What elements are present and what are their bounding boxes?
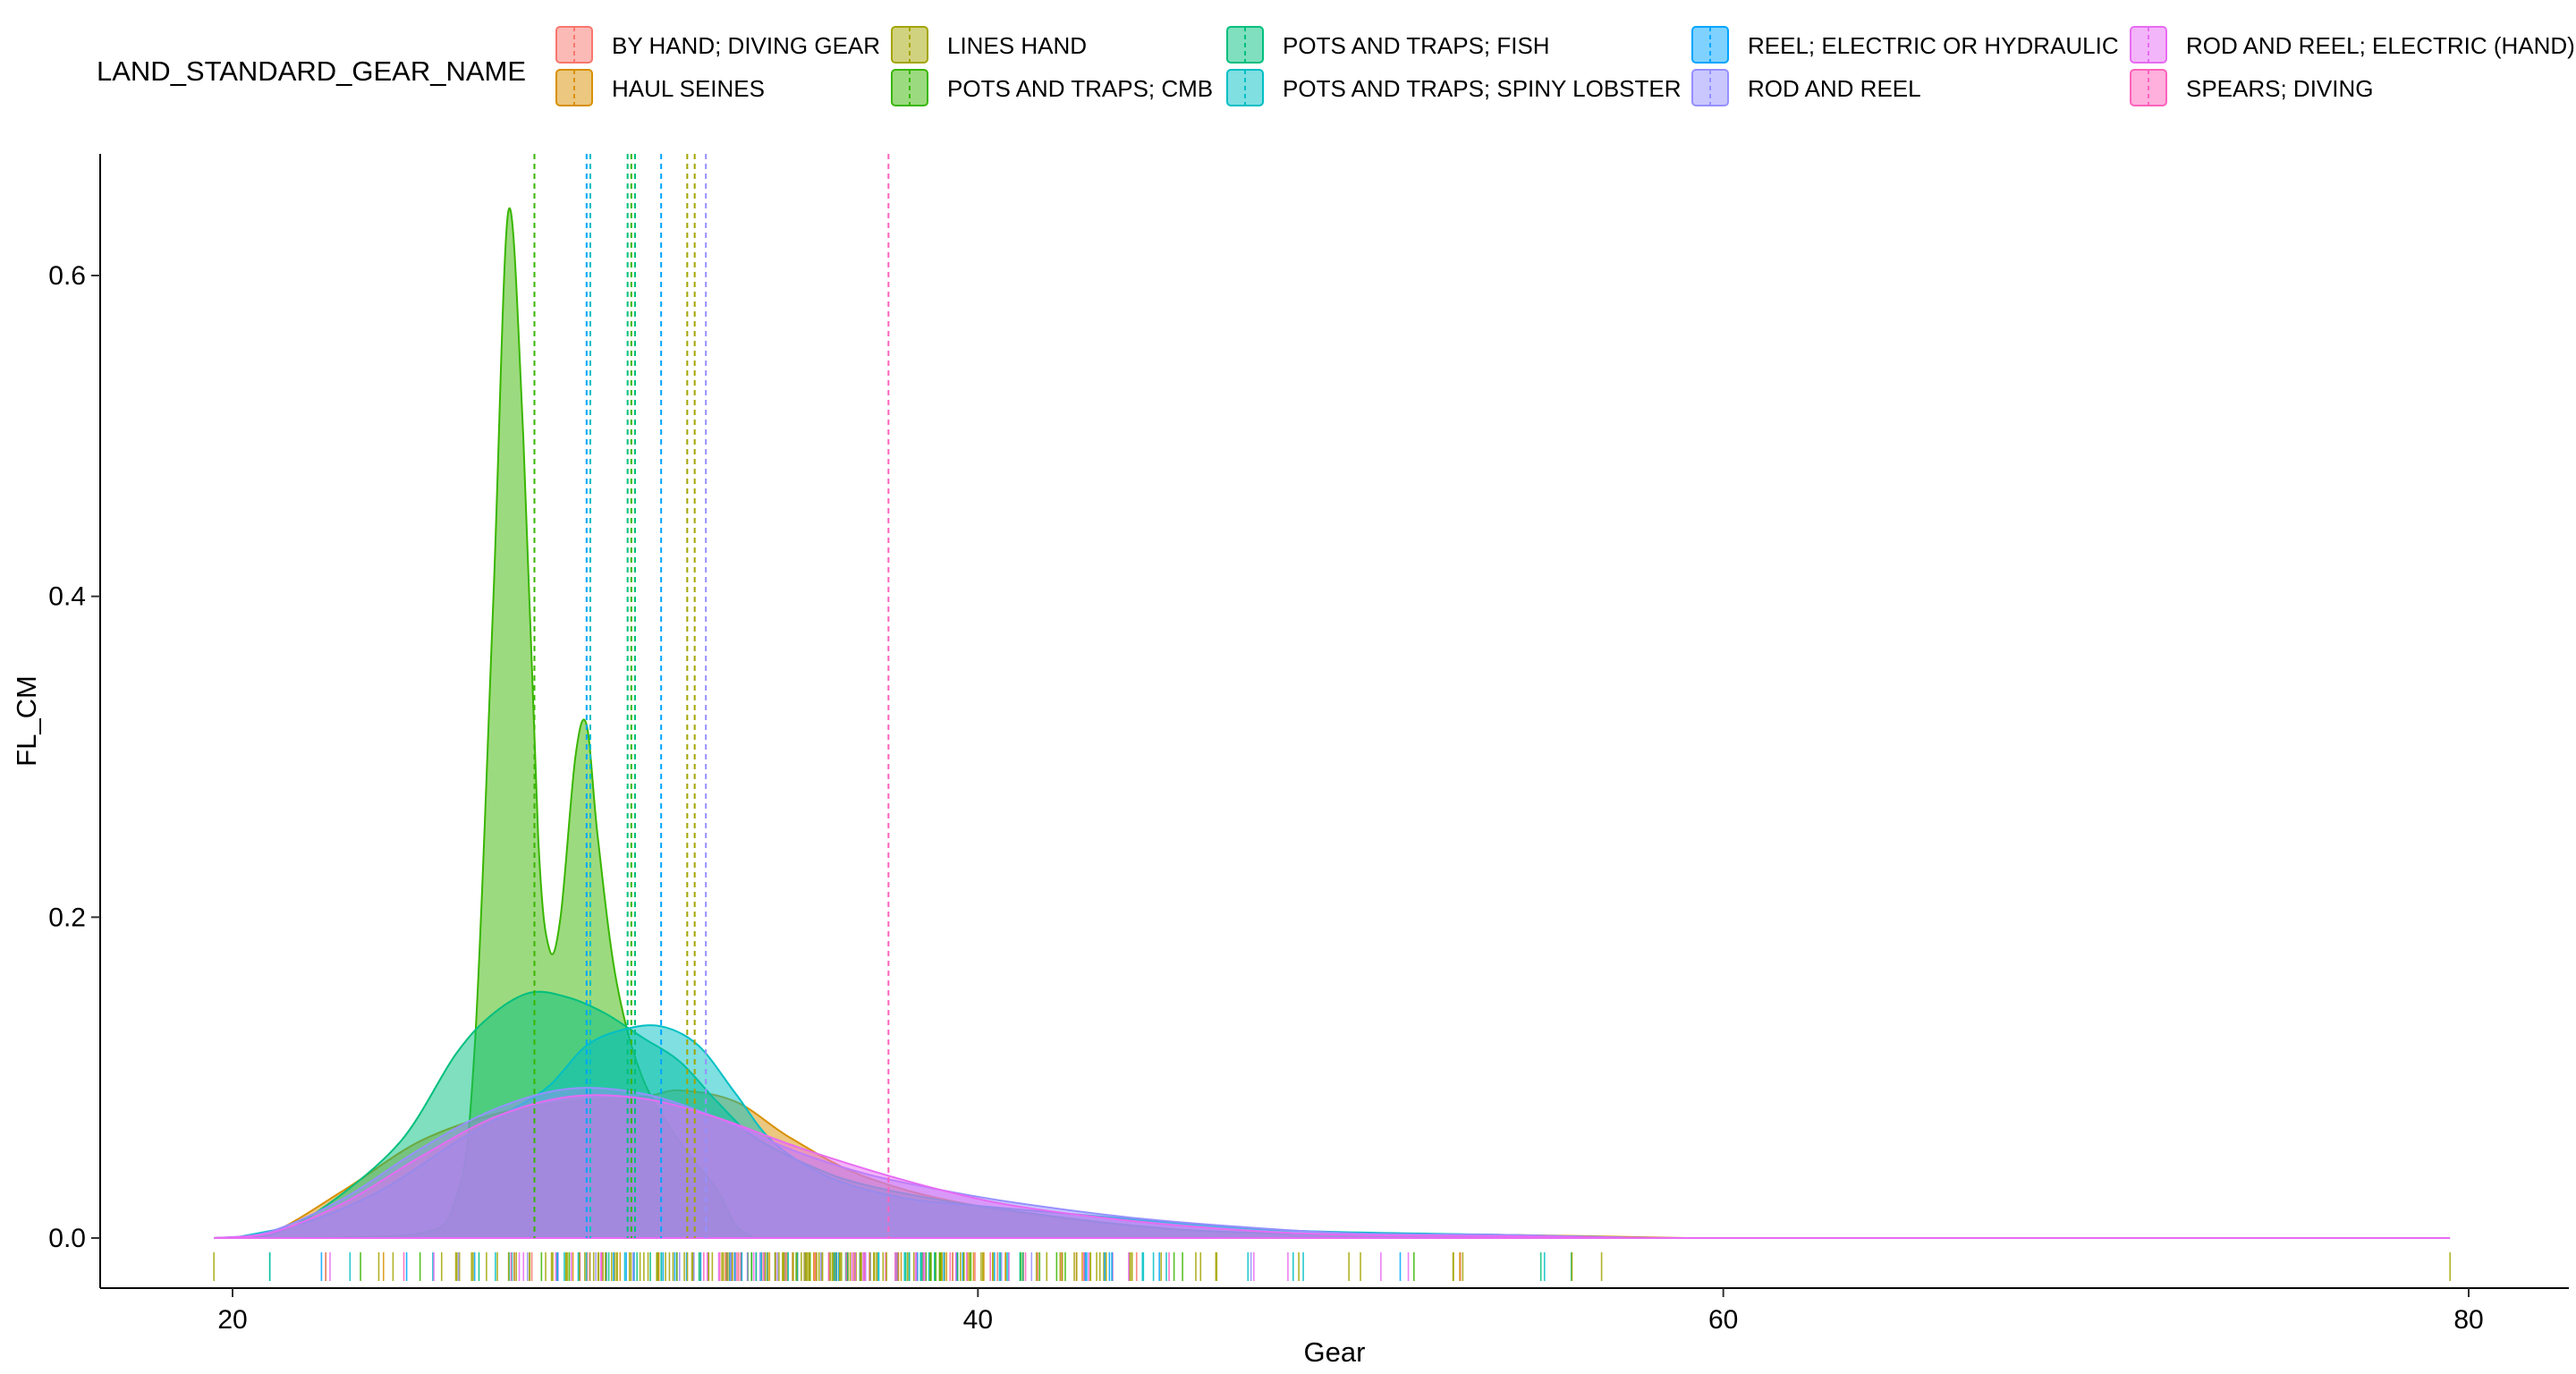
legend-label: REEL; ELECTRIC OR HYDRAULIC <box>1748 32 2119 59</box>
x-tick-label: 80 <box>2453 1305 2483 1335</box>
legend-item: HAUL SEINES <box>555 68 765 107</box>
axes: 20 40 60 80 0.0 0.2 0.4 0.6 Gear FL_CM <box>11 154 2569 1368</box>
y-tick-label: 0.0 <box>48 1224 86 1253</box>
legend-item: SPEARS; DIVING <box>2129 68 2374 107</box>
legend-label: HAUL SEINES <box>612 75 765 102</box>
legend-label: ROD AND REEL; ELECTRIC (HAND) <box>2186 32 2575 59</box>
legend-label: SPEARS; DIVING <box>2186 75 2374 102</box>
legend-item: POTS AND TRAPS; FISH <box>1225 25 1550 64</box>
y-axis-title: FL_CM <box>11 675 42 767</box>
legend-title: LAND_STANDARD_GEAR_NAME <box>97 55 526 87</box>
plot-area <box>213 154 2451 1281</box>
legend-label: POTS AND TRAPS; CMB <box>947 75 1213 102</box>
legend-item: REEL; ELECTRIC OR HYDRAULIC <box>1690 25 2119 64</box>
legend: LAND_STANDARD_GEAR_NAME BY HAND; DIVING … <box>97 25 2575 107</box>
x-tick-label: 60 <box>1708 1305 1738 1335</box>
legend-label: ROD AND REEL <box>1748 75 1921 102</box>
legend-label: POTS AND TRAPS; SPINY LOBSTER <box>1283 75 1682 102</box>
rug-marks <box>213 1252 2451 1281</box>
legend-item: LINES HAND <box>890 25 1087 64</box>
y-tick-label: 0.6 <box>48 261 86 291</box>
legend-item: ROD AND REEL <box>1690 68 1921 107</box>
mean-lines <box>533 154 890 1238</box>
legend-item: BY HAND; DIVING GEAR <box>555 25 880 64</box>
x-tick-label: 20 <box>217 1305 247 1335</box>
x-tick-label: 40 <box>963 1305 993 1335</box>
x-axis-title: Gear <box>1304 1336 1366 1368</box>
legend-label: BY HAND; DIVING GEAR <box>612 32 880 59</box>
y-tick-label: 0.2 <box>48 903 86 932</box>
legend-label: POTS AND TRAPS; FISH <box>1283 32 1550 59</box>
legend-item: POTS AND TRAPS; CMB <box>890 68 1213 107</box>
density-layer <box>214 208 2451 1240</box>
density-area <box>214 1094 2451 1240</box>
y-tick-label: 0.4 <box>48 582 86 612</box>
legend-item: ROD AND REEL; ELECTRIC (HAND) <box>2129 25 2575 64</box>
legend-item: POTS AND TRAPS; SPINY LOBSTER <box>1225 68 1682 107</box>
legend-label: LINES HAND <box>947 32 1087 59</box>
